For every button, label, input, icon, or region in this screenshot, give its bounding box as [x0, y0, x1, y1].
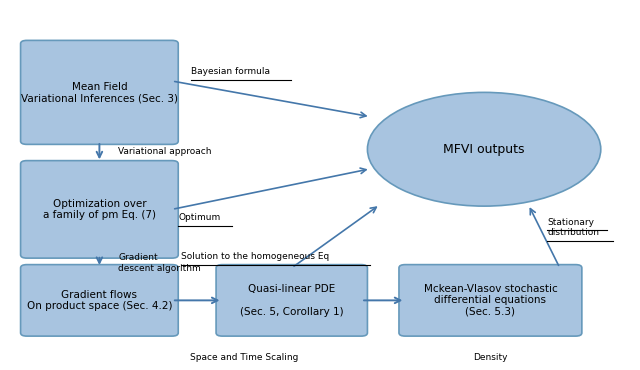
Text: Optimum: Optimum [179, 213, 221, 222]
Text: distribution: distribution [547, 228, 599, 237]
Text: MFVI outputs: MFVI outputs [444, 143, 525, 156]
Text: Density: Density [473, 353, 508, 362]
Text: Space and Time Scaling: Space and Time Scaling [190, 353, 299, 362]
Text: Variational approach: Variational approach [118, 147, 212, 157]
Text: Stationary: Stationary [547, 218, 594, 226]
Text: Gradient
descent algorithm: Gradient descent algorithm [118, 253, 201, 273]
Text: Mckean-Vlasov stochastic
differential equations
(Sec. 5.3): Mckean-Vlasov stochastic differential eq… [424, 284, 557, 317]
Text: Bayesian formula: Bayesian formula [191, 67, 270, 76]
Ellipse shape [367, 92, 601, 206]
FancyBboxPatch shape [20, 161, 179, 258]
Text: Quasi-linear PDE

(Sec. 5, Corollary 1): Quasi-linear PDE (Sec. 5, Corollary 1) [240, 284, 344, 317]
Text: Gradient flows
On product space (Sec. 4.2): Gradient flows On product space (Sec. 4.… [27, 290, 172, 311]
FancyBboxPatch shape [20, 265, 179, 336]
Text: Mean Field
Variational Inferences (Sec. 3): Mean Field Variational Inferences (Sec. … [21, 81, 178, 103]
FancyBboxPatch shape [216, 265, 367, 336]
Text: Solution to the homogeneous Eq: Solution to the homogeneous Eq [181, 252, 330, 261]
FancyBboxPatch shape [20, 40, 179, 144]
FancyBboxPatch shape [399, 265, 582, 336]
Text: Optimization over
a family of pm Eq. (7): Optimization over a family of pm Eq. (7) [43, 199, 156, 220]
